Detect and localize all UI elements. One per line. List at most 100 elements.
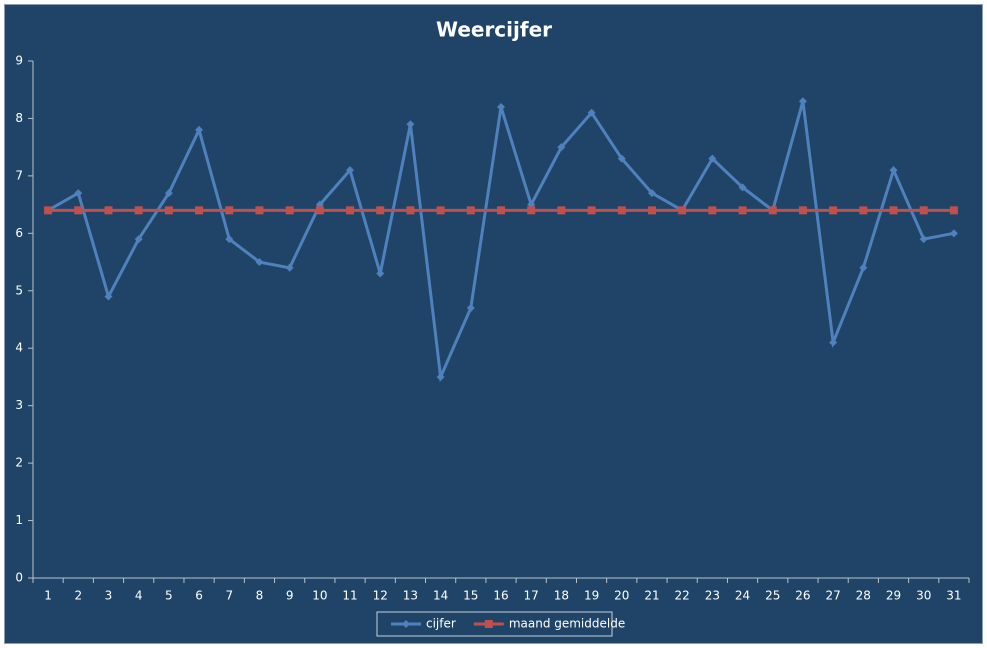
x-tick-label: 28 [856,589,871,603]
point [195,206,204,215]
x-tick-label: 14 [433,589,448,603]
x-tick-label: 27 [825,589,840,603]
point [164,206,173,215]
x-tick-label: 4 [135,589,143,603]
x-tick-label: 20 [614,589,629,603]
point [678,206,687,215]
x-tick-label: 10 [312,589,327,603]
point [346,166,355,175]
point [44,206,53,215]
y-tick-label: 0 [15,571,23,585]
x-tick-label: 19 [584,589,599,603]
point [859,263,868,272]
x-tick-label: 9 [286,589,294,603]
point [587,108,596,117]
point [617,206,626,215]
legend-marker [402,620,410,628]
point [225,206,234,215]
point [285,206,294,215]
point [829,338,838,347]
point [497,102,505,111]
point [104,292,113,301]
point [949,206,958,215]
x-tick-label: 6 [195,589,203,603]
point [134,235,143,244]
y-tick-label: 9 [15,54,23,68]
x-tick-label: 21 [644,589,659,603]
point [376,269,385,278]
point [376,206,385,215]
point [255,258,264,267]
y-tick-label: 5 [15,283,23,297]
x-tick-label: 5 [165,589,173,603]
y-tick-label: 1 [15,513,23,527]
chart-title: Weercijfer [436,18,552,42]
x-tick-label: 25 [765,589,780,603]
point [436,206,445,215]
x-tick-label: 31 [946,589,961,603]
point [346,206,355,215]
x-tick-label: 16 [493,589,508,603]
y-tick-label: 7 [15,168,23,182]
x-tick-label: 24 [735,589,750,603]
x-tick-label: 22 [675,589,690,603]
x-tick-label: 29 [886,589,901,603]
point [617,154,626,163]
point [285,263,294,272]
point [315,206,324,215]
point [225,235,234,244]
point [587,206,596,215]
y-tick-label: 6 [15,226,23,240]
point [798,206,807,215]
x-tick-label: 17 [524,589,539,603]
point [647,206,656,215]
y-tick-label: 3 [15,398,23,412]
x-tick-label: 2 [74,589,82,603]
point [889,166,898,175]
point [104,206,113,215]
point [466,206,475,215]
x-tick-label: 13 [403,589,418,603]
point [74,206,83,215]
point [195,125,204,134]
point [708,206,717,215]
chart-area [4,4,983,644]
y-tick-label: 4 [15,341,23,355]
point [919,206,928,215]
x-tick-label: 15 [463,589,478,603]
legend-marker [484,620,493,628]
point [647,189,656,198]
x-tick-label: 26 [795,589,810,603]
point [798,97,807,106]
point [74,189,83,198]
x-tick-label: 23 [705,589,720,603]
point [466,304,475,313]
point [557,143,566,152]
x-tick-label: 12 [373,589,388,603]
point [859,206,868,215]
point [738,183,747,192]
point [527,206,536,215]
point [949,229,958,238]
legend-label: maand gemiddelde [509,617,625,631]
legend-label: cijfer [426,617,456,631]
point [829,206,838,215]
point [406,206,415,215]
x-tick-label: 3 [105,589,113,603]
y-tick-label: 2 [15,456,23,470]
point [436,372,445,381]
point [708,154,717,163]
x-tick-label: 18 [554,589,569,603]
point [919,235,928,244]
point [255,206,264,215]
x-tick-label: 8 [256,589,264,603]
x-tick-label: 11 [342,589,357,603]
point [557,206,566,215]
point [889,206,898,215]
point [738,206,747,215]
x-tick-label: 30 [916,589,931,603]
legend-box [376,611,613,637]
point [497,206,505,215]
y-tick-label: 8 [15,111,23,125]
